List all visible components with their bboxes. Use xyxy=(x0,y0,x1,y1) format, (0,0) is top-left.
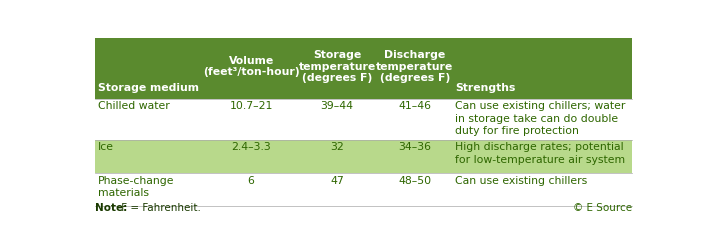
Bar xyxy=(95,173,633,206)
Text: High discharge rates; potential
for low-temperature air system: High discharge rates; potential for low-… xyxy=(455,142,626,165)
Text: Storage
temperature
(degrees F): Storage temperature (degrees F) xyxy=(298,50,376,83)
Text: 34–36: 34–36 xyxy=(398,142,432,153)
Text: Can use existing chillers; water
in storage take can do double
duty for fire pro: Can use existing chillers; water in stor… xyxy=(455,101,626,136)
Text: 2.4–3.3: 2.4–3.3 xyxy=(231,142,271,153)
Text: Volume
(feet³/ton-hour): Volume (feet³/ton-hour) xyxy=(203,56,300,77)
Text: 32: 32 xyxy=(330,142,344,153)
Text: 10.7–21: 10.7–21 xyxy=(229,101,273,111)
Text: 6: 6 xyxy=(248,176,254,186)
Text: Strengths: Strengths xyxy=(455,83,515,93)
Text: Ice: Ice xyxy=(98,142,114,153)
Text: © E Source: © E Source xyxy=(573,203,633,213)
Text: Chilled water: Chilled water xyxy=(98,101,170,111)
Bar xyxy=(95,140,633,173)
Text: Phase-change
materials: Phase-change materials xyxy=(98,176,175,198)
Text: Discharge
temperature
(degrees F): Discharge temperature (degrees F) xyxy=(376,50,454,83)
Text: Can use existing chillers: Can use existing chillers xyxy=(455,176,587,186)
Text: 41–46: 41–46 xyxy=(398,101,432,111)
Text: 47: 47 xyxy=(330,176,344,186)
Text: Storage medium: Storage medium xyxy=(98,83,199,93)
Text: 39–44: 39–44 xyxy=(320,101,354,111)
Bar xyxy=(95,38,633,98)
Text: Note:: Note: xyxy=(95,203,128,213)
Bar xyxy=(95,98,633,140)
Text: 48–50: 48–50 xyxy=(398,176,432,186)
Text: F = Fahrenheit.: F = Fahrenheit. xyxy=(119,203,202,213)
